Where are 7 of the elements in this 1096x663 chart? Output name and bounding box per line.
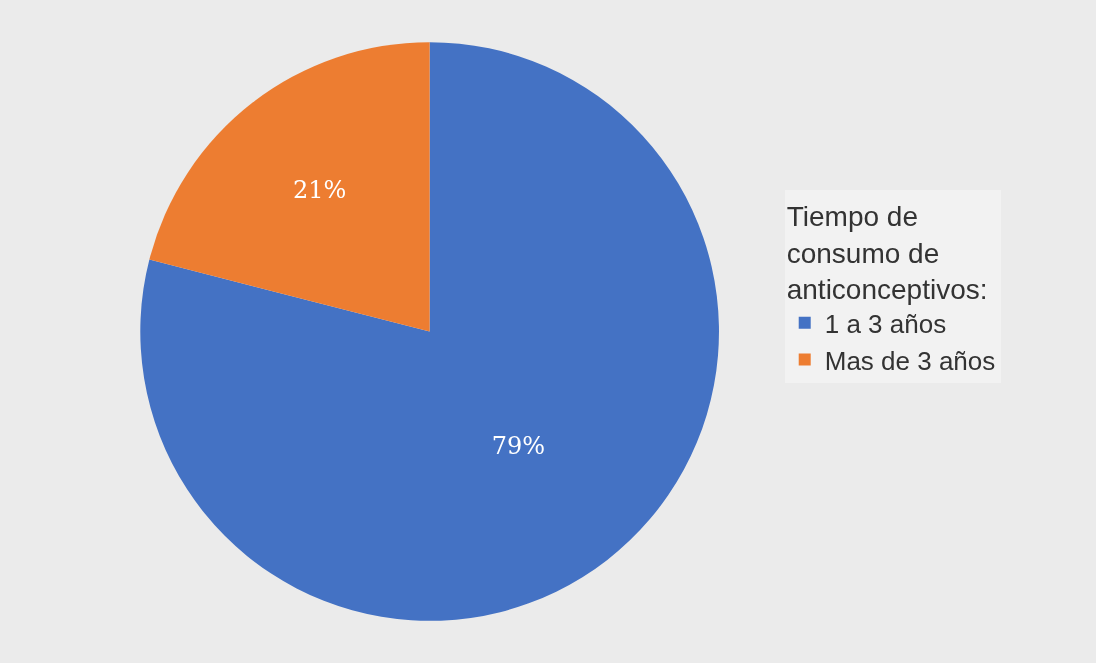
legend-label: 1 a 3 años xyxy=(824,308,947,339)
data-label: 21% xyxy=(293,175,347,204)
data-label: 79% xyxy=(491,431,545,460)
legend-label: Mas de 3 años xyxy=(824,345,996,376)
legend-title: Tiempo de consumo de anticonceptivos: xyxy=(786,201,988,306)
pie-slice xyxy=(149,42,430,332)
pie-slice xyxy=(140,42,719,621)
